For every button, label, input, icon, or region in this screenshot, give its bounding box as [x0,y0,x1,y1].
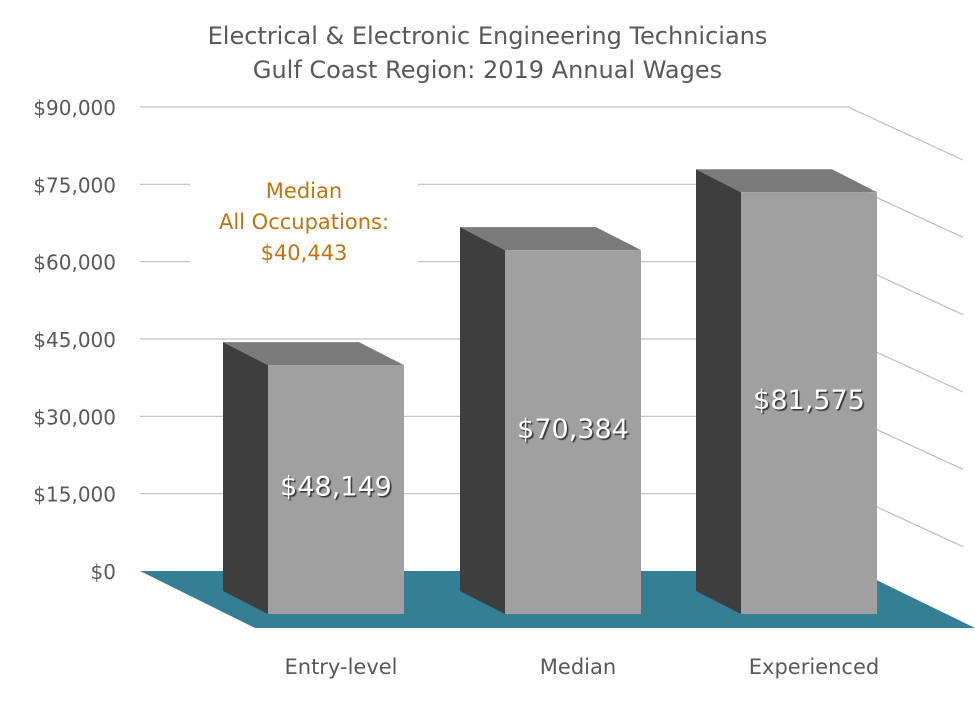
data-label: $48,149 [280,472,392,503]
y-tick-label: $45,000 [33,328,116,352]
annotation-line: All Occupations: [218,210,390,234]
y-tick-label: $90,000 [33,96,116,120]
y-tick-label: $15,000 [33,483,116,507]
median-all-occupations-annotation: Median All Occupations: $40,443 [190,176,418,269]
x-tick-label: Entry-level [284,655,397,679]
annotation-line: $40,443 [260,241,348,265]
y-tick-label: $75,000 [33,173,116,197]
data-label: $70,384 [517,414,629,445]
bar-side [696,169,741,614]
bar [268,365,404,614]
bar-side [460,227,505,614]
chart-title: Electrical & Electronic Engineering Tech… [207,22,768,50]
chart-subtitle: Gulf Coast Region: 2019 Annual Wages [252,56,723,84]
bar-top [696,169,877,193]
bar-top [460,227,641,251]
y-tick-label: $60,000 [33,251,116,275]
bar-top [223,342,404,366]
bar [741,192,877,614]
y-tick-label: $0 [91,560,116,584]
bar [505,250,641,614]
x-tick-label: Median [540,655,616,679]
data-label: $81,575 [753,385,865,416]
bar-side [223,342,268,614]
y-tick-label: $30,000 [33,405,116,429]
x-tick-label: Experienced [749,655,879,679]
annotation-line: Median [265,179,343,203]
gridline [140,106,964,161]
